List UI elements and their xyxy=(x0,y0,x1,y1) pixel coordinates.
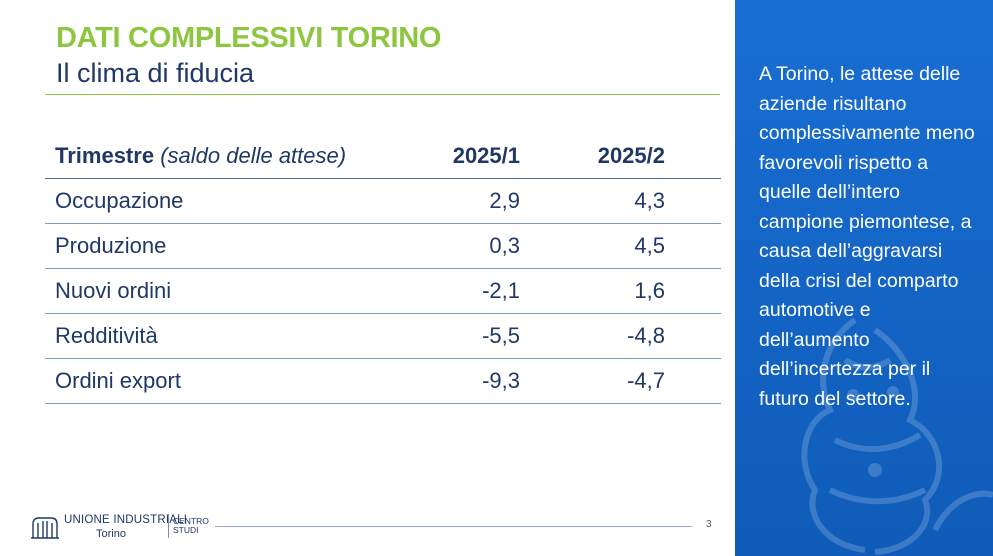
confidence-table: Trimestre (saldo delle attese) 2025/1 20… xyxy=(45,134,721,404)
footer-divider xyxy=(215,526,692,527)
table-header-label: Trimestre (saldo delle attese) xyxy=(55,143,346,169)
row-value-2025-1: -9,3 xyxy=(482,368,520,393)
page-subtitle: Il clima di fiducia xyxy=(56,58,255,88)
footer-department: CENTRO STUDI xyxy=(173,517,217,535)
row-value-2025-1: -5,5 xyxy=(482,323,520,348)
title-divider xyxy=(45,94,720,95)
page-number: 3 xyxy=(706,519,712,530)
row-value-2025-1: 0,3 xyxy=(489,233,520,258)
header-label-bold: Trimestre xyxy=(55,143,155,168)
footer-dept-line1: CENTRO xyxy=(173,516,209,526)
table-row: Ordini export -9,3 -4,7 xyxy=(45,359,721,404)
footer-dept-line2: STUDI xyxy=(173,525,199,535)
table-header-col2: 2025/2 xyxy=(597,143,665,168)
row-label: Nuovi ordini xyxy=(55,278,172,303)
footer-separator xyxy=(168,514,169,538)
row-value-2025-2: 4,3 xyxy=(634,188,665,213)
row-label: Occupazione xyxy=(55,188,184,213)
header-label-note: (saldo delle attese) xyxy=(160,143,347,168)
row-value-2025-2: -4,8 xyxy=(627,323,665,348)
row-value-2025-2: 4,5 xyxy=(634,233,665,258)
table-header-row: Trimestre (saldo delle attese) 2025/1 20… xyxy=(45,134,721,179)
lion-emblem-icon xyxy=(801,317,993,555)
commentary-panel: A Torino, le attese delle aziende risult… xyxy=(735,0,993,556)
table-row: Produzione 0,3 4,5 xyxy=(45,224,721,269)
row-value-2025-2: 1,6 xyxy=(634,278,665,303)
union-emblem-icon xyxy=(31,517,59,539)
row-label: Produzione xyxy=(55,233,167,258)
footer-org-name: UNIONE INDUSTRIALI xyxy=(64,514,188,526)
page-title: DATI COMPLESSIVI TORINO xyxy=(56,22,442,54)
table-row: Occupazione 2,9 4,3 xyxy=(45,179,721,224)
commentary-text: A Torino, le attese delle aziende risult… xyxy=(759,63,975,410)
row-label: Redditività xyxy=(55,323,158,348)
row-label: Ordini export xyxy=(55,368,181,393)
row-value-2025-1: -2,1 xyxy=(482,278,520,303)
row-value-2025-1: 2,9 xyxy=(489,188,520,213)
row-value-2025-2: -4,7 xyxy=(627,368,665,393)
table-row: Nuovi ordini -2,1 1,6 xyxy=(45,269,721,314)
footer-city: Torino xyxy=(96,528,126,540)
table-row: Redditività -5,5 -4,8 xyxy=(45,314,721,359)
table-header-col1: 2025/1 xyxy=(452,143,520,168)
